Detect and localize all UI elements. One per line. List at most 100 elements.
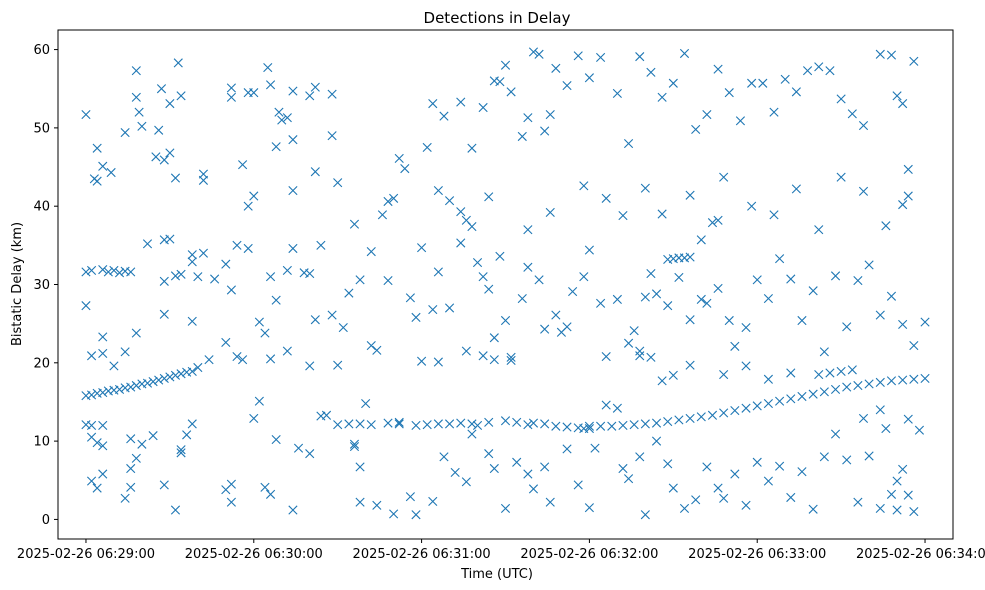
- data-point: [226, 83, 236, 93]
- data-point: [131, 92, 141, 102]
- data-point: [444, 196, 455, 206]
- data-point: [892, 476, 902, 486]
- data-point: [243, 201, 253, 211]
- data-point: [81, 267, 91, 277]
- data-point: [372, 500, 382, 510]
- data-point: [898, 319, 908, 330]
- data-point: [797, 467, 807, 477]
- data-point: [92, 176, 102, 186]
- data-point: [584, 421, 594, 431]
- data-point: [903, 414, 913, 424]
- data-point: [657, 209, 667, 219]
- data-point: [875, 405, 885, 415]
- data-point: [170, 271, 181, 281]
- data-point: [137, 439, 147, 449]
- y-tick-label: 10: [33, 435, 50, 450]
- data-point: [775, 461, 785, 471]
- data-point: [769, 107, 779, 117]
- data-point: [327, 310, 337, 320]
- data-point: [187, 257, 197, 267]
- data-point: [349, 439, 360, 449]
- data-point: [98, 441, 108, 451]
- data-point: [265, 80, 276, 90]
- data-point: [836, 366, 846, 377]
- data-point: [808, 504, 818, 514]
- data-point: [333, 178, 343, 188]
- data-point: [500, 315, 511, 326]
- data-point: [825, 66, 835, 76]
- data-point: [467, 143, 477, 153]
- data-point: [623, 138, 634, 149]
- data-point: [646, 67, 656, 77]
- data-point: [842, 455, 852, 465]
- data-point: [702, 462, 712, 472]
- data-point: [797, 391, 807, 402]
- data-point: [450, 467, 460, 478]
- data-point: [86, 265, 97, 275]
- data-point: [338, 322, 348, 333]
- data-point: [836, 172, 846, 182]
- data-point: [148, 377, 158, 387]
- data-point: [892, 91, 902, 101]
- data-point: [881, 221, 891, 231]
- data-point: [265, 354, 276, 364]
- data-point: [131, 453, 141, 463]
- data-point: [719, 369, 729, 380]
- data-point: [685, 190, 695, 200]
- data-point: [512, 457, 522, 467]
- data-point: [187, 366, 197, 377]
- data-point: [752, 401, 762, 411]
- data-point: [623, 474, 634, 484]
- data-point: [545, 207, 555, 218]
- data-point: [137, 121, 147, 131]
- y-tick-label: 40: [33, 200, 50, 215]
- data-point: [293, 443, 304, 453]
- data-point: [786, 274, 796, 284]
- data-point: [551, 63, 561, 73]
- data-point: [98, 420, 108, 431]
- data-point: [456, 97, 466, 107]
- data-point: [685, 252, 695, 262]
- data-point: [500, 503, 511, 514]
- data-point: [898, 375, 908, 385]
- data-point: [819, 452, 829, 462]
- data-point: [523, 113, 533, 123]
- data-point: [271, 295, 281, 305]
- data-point: [814, 225, 824, 235]
- data-point: [456, 207, 466, 217]
- data-point: [489, 355, 499, 365]
- data-point: [170, 505, 181, 515]
- data-point: [724, 88, 734, 98]
- data-point: [640, 510, 650, 520]
- data-point: [265, 489, 276, 499]
- data-point: [735, 116, 746, 126]
- data-point: [584, 245, 594, 255]
- data-point: [495, 77, 505, 87]
- data-point: [618, 211, 628, 221]
- data-point: [349, 219, 360, 229]
- data-point: [635, 52, 645, 62]
- data-point: [131, 380, 141, 391]
- data-point: [702, 109, 712, 120]
- data-point: [573, 480, 583, 490]
- data-point: [176, 369, 186, 379]
- data-point: [657, 376, 667, 386]
- data-point: [417, 243, 427, 253]
- data-point: [596, 421, 606, 431]
- y-tick-label: 0: [42, 513, 50, 528]
- data-point: [198, 169, 209, 179]
- data-point: [305, 449, 315, 459]
- data-point: [909, 56, 919, 66]
- data-point: [467, 429, 477, 439]
- data-point: [719, 172, 729, 182]
- data-point: [106, 167, 116, 178]
- data-point: [607, 421, 617, 431]
- data-point: [540, 419, 550, 429]
- data-point: [914, 425, 925, 435]
- data-point: [366, 340, 376, 351]
- data-point: [126, 434, 136, 444]
- data-point: [310, 167, 320, 177]
- data-point: [383, 275, 393, 286]
- data-point: [562, 81, 572, 91]
- data-point: [372, 345, 382, 355]
